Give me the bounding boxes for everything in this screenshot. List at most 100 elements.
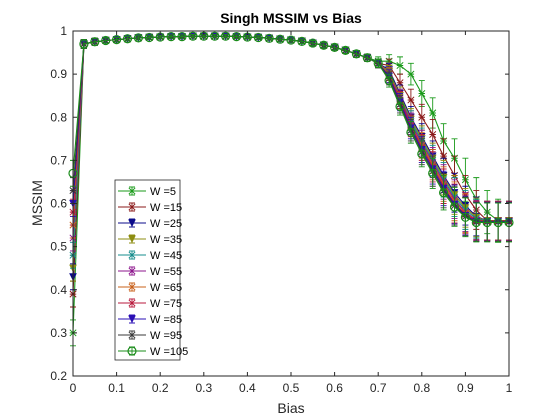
legend-entry: W =5 bbox=[118, 186, 176, 198]
data-point bbox=[362, 53, 372, 63]
chart-title: Singh MSSIM vs Bias bbox=[220, 10, 362, 26]
x-tick-label: 0 bbox=[70, 381, 77, 395]
data-point bbox=[407, 70, 415, 78]
error-bar bbox=[288, 37, 294, 43]
error-bar bbox=[102, 37, 109, 44]
data-point bbox=[297, 36, 307, 46]
legend-label: W =105 bbox=[150, 346, 188, 358]
y-tick-label: 0.3 bbox=[50, 326, 67, 340]
error-bar bbox=[320, 42, 327, 49]
legend-label: W =45 bbox=[150, 250, 182, 262]
error-bar bbox=[168, 34, 175, 39]
data-point bbox=[111, 35, 122, 45]
error-bar bbox=[211, 34, 218, 39]
data-point bbox=[373, 58, 383, 68]
legend-entry: W =75 bbox=[118, 298, 182, 310]
data-point bbox=[428, 168, 438, 178]
data-point bbox=[308, 38, 318, 48]
data-point bbox=[210, 31, 220, 41]
data-point bbox=[319, 40, 329, 50]
error-bar bbox=[277, 36, 284, 42]
legend-entry: W =35 bbox=[118, 234, 182, 246]
data-point bbox=[122, 34, 133, 44]
data-point bbox=[177, 32, 187, 42]
data-point bbox=[396, 61, 404, 70]
x-tick-label: 0.6 bbox=[326, 381, 343, 395]
legend-marker bbox=[128, 283, 136, 291]
legend-entry: W =45 bbox=[118, 250, 182, 262]
error-bar bbox=[407, 121, 414, 144]
error-bar bbox=[451, 187, 458, 227]
data-point bbox=[79, 39, 89, 49]
x-tick-label: 0.7 bbox=[370, 381, 387, 395]
legend-entry: W =105 bbox=[118, 346, 188, 358]
legend-label: W =65 bbox=[150, 282, 182, 294]
error-bar bbox=[157, 34, 164, 40]
error-bar bbox=[255, 35, 262, 40]
x-tick-label: 0.4 bbox=[239, 381, 256, 395]
legend-marker bbox=[128, 299, 136, 307]
y-tick-label: 0.5 bbox=[50, 240, 67, 254]
data-point bbox=[471, 217, 481, 228]
tick-layer: 0 0.1 0.2 0.3 0.4 0.5 0.6 0.7 0.8 0.9 1 0.2 0.3 0.4 0.… bbox=[50, 24, 512, 395]
series-layer bbox=[68, 31, 514, 347]
error-bar bbox=[462, 197, 469, 238]
legend-entry: W =85 bbox=[118, 314, 182, 326]
data-point bbox=[418, 113, 426, 121]
legend-label: W =55 bbox=[150, 266, 182, 278]
data-point bbox=[101, 35, 111, 46]
legend-marker bbox=[128, 203, 136, 211]
legend-entry: W =55 bbox=[118, 266, 182, 278]
error-bar bbox=[331, 44, 338, 51]
y-tick-label: 0.7 bbox=[50, 153, 67, 167]
data-point bbox=[286, 35, 296, 45]
legend-label: W =15 bbox=[150, 202, 182, 214]
y-tick-label: 0.2 bbox=[50, 369, 67, 383]
legend-marker bbox=[128, 315, 136, 324]
y-axis-label: MSSIM bbox=[29, 180, 45, 226]
data-point bbox=[407, 96, 415, 104]
data-point bbox=[231, 32, 242, 42]
legend-marker bbox=[127, 346, 137, 356]
legend-marker bbox=[128, 331, 136, 339]
y-tick-label: 0.6 bbox=[50, 197, 67, 211]
error-bar bbox=[146, 35, 153, 40]
data-point bbox=[418, 89, 426, 98]
error-bar bbox=[440, 175, 447, 211]
error-bar bbox=[113, 37, 120, 43]
legend-marker bbox=[128, 235, 136, 244]
error-bar bbox=[298, 38, 305, 44]
data-point bbox=[253, 32, 263, 43]
legend-marker bbox=[128, 187, 136, 195]
x-tick-label: 1 bbox=[506, 381, 513, 395]
x-tick-label: 0.1 bbox=[108, 381, 125, 395]
data-point bbox=[351, 49, 361, 59]
data-point bbox=[460, 212, 470, 222]
legend-marker bbox=[128, 267, 136, 275]
error-bar bbox=[135, 35, 142, 41]
legend-box bbox=[114, 179, 181, 361]
data-point bbox=[482, 217, 492, 228]
legend-marker bbox=[128, 251, 136, 259]
legend-marker bbox=[128, 219, 136, 228]
legend-entry: W =95 bbox=[118, 330, 182, 342]
error-bar bbox=[309, 40, 316, 47]
data-point bbox=[384, 75, 394, 86]
data-point bbox=[166, 32, 176, 42]
legend-entry: W =15 bbox=[118, 202, 182, 214]
error-bar bbox=[473, 202, 480, 243]
data-point bbox=[133, 33, 143, 43]
data-point bbox=[429, 109, 437, 117]
data-point bbox=[144, 32, 154, 43]
x-tick-label: 0.3 bbox=[195, 381, 212, 395]
data-point bbox=[493, 217, 503, 228]
legend: W =5 W =15 W =25 W =35 W =45 W =55 W =65 W =75 W… bbox=[114, 179, 188, 361]
y-tick-label: 1 bbox=[60, 24, 67, 38]
legend-label: W =75 bbox=[150, 298, 182, 310]
data-point bbox=[221, 31, 231, 41]
y-tick-label: 0.8 bbox=[50, 110, 67, 124]
legend-entry: W =65 bbox=[118, 282, 182, 294]
data-point bbox=[90, 37, 100, 47]
error-bar bbox=[484, 202, 491, 243]
y-tick-label: 0.4 bbox=[50, 283, 67, 297]
